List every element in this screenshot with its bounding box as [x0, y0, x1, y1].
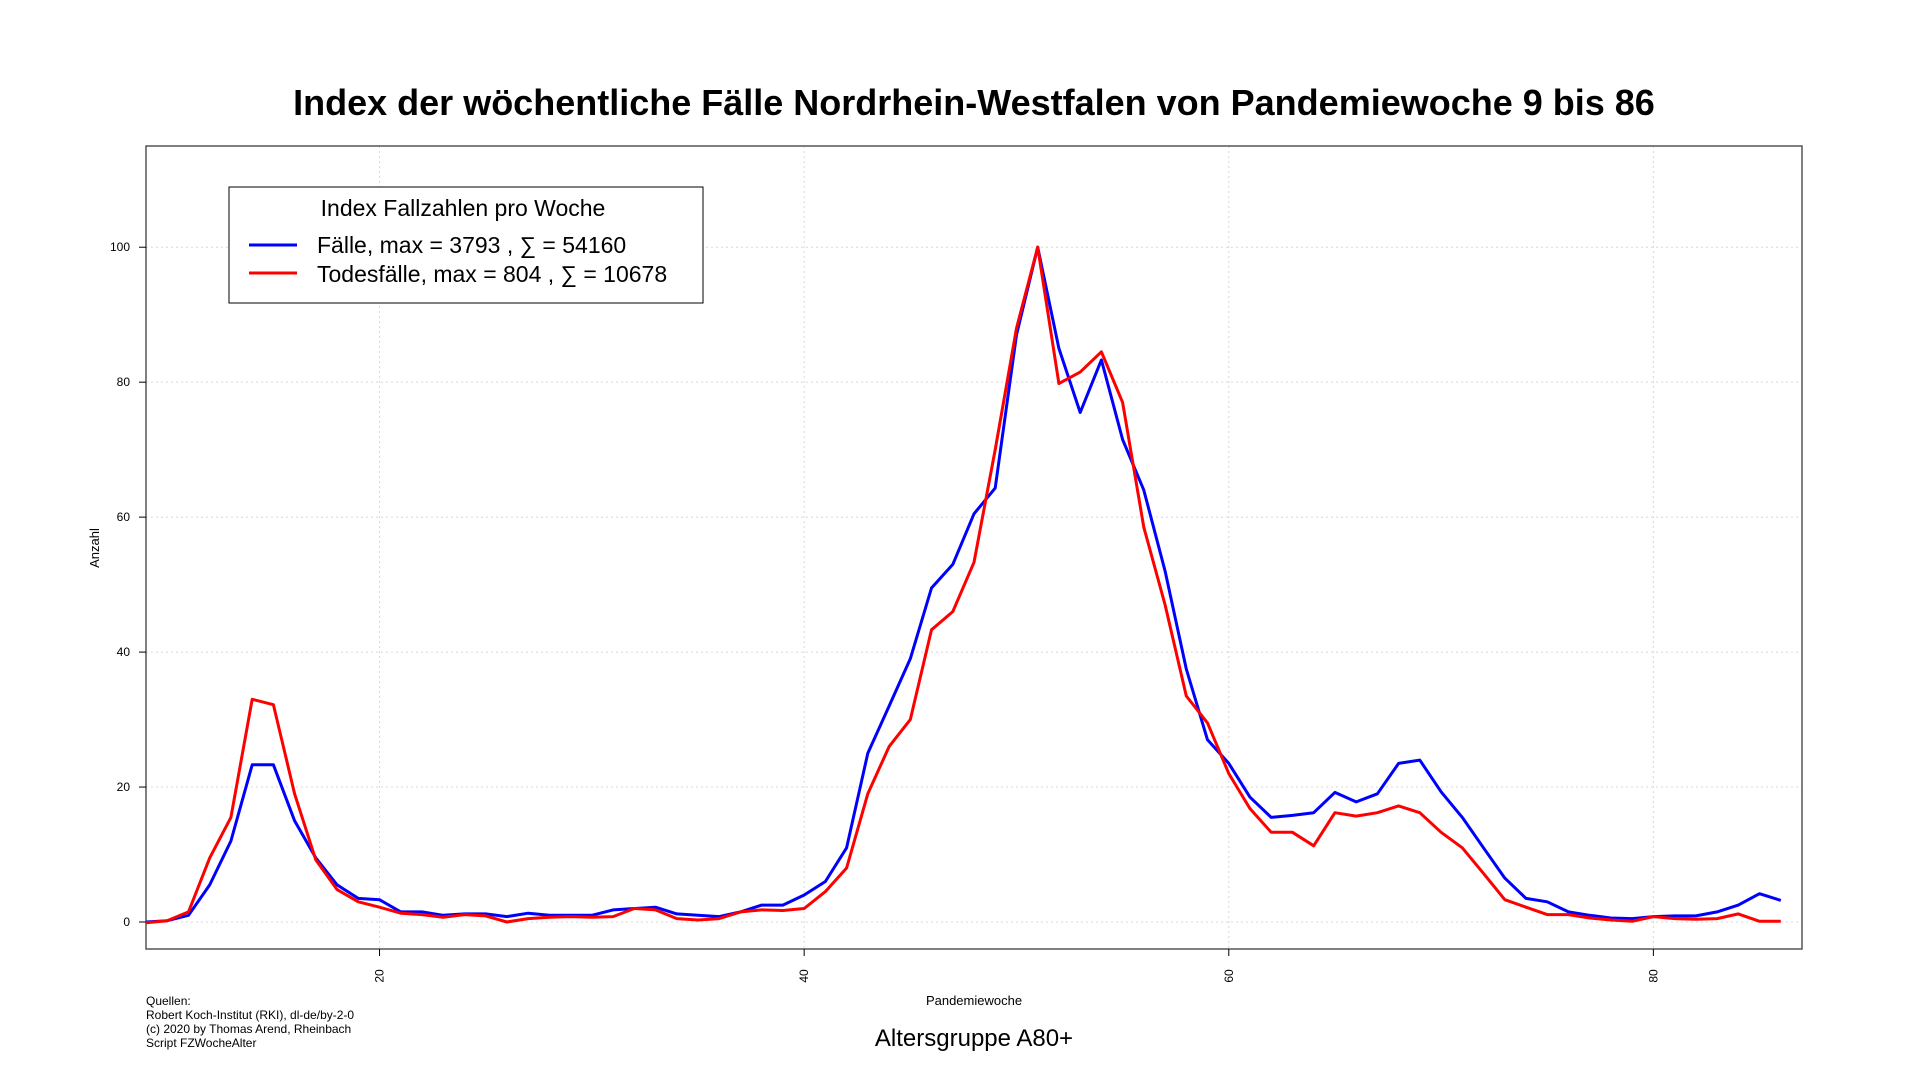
- legend-box: [228, 186, 704, 304]
- x-tick-label: 60: [1222, 969, 1236, 983]
- legend-entry-faelle: Fälle, max = 3793 , ∑ = 54160: [317, 232, 626, 258]
- series: [145, 245, 1782, 925]
- source-line-4: Script FZWocheAlter: [146, 1036, 256, 1050]
- y-tick-label: 60: [117, 510, 131, 524]
- plot-frame: [145, 145, 1803, 950]
- series-line-todesfaelle: [145, 245, 1781, 925]
- y-tick-label: 80: [117, 375, 131, 389]
- series-line-faelle: [145, 245, 1782, 924]
- x-tick-label: 40: [797, 969, 811, 983]
- x-tick-label: 20: [373, 969, 387, 983]
- legend-title: Index Fallzahlen pro Woche: [321, 195, 606, 221]
- source-line-1: Quellen:: [146, 994, 191, 1008]
- chart-subtitle: Altersgruppe A80+: [875, 1025, 1073, 1052]
- source-line-2: Robert Koch-Institut (RKI), dl-de/by-2-0: [146, 1008, 354, 1022]
- legend-entry-todesfaelle: Todesfälle, max = 804 , ∑ = 10678: [317, 261, 667, 287]
- y-tick-label: 20: [117, 780, 131, 794]
- y-tick-label: 40: [117, 645, 131, 659]
- source-notes: Quellen: Robert Koch-Institut (RKI), dl-…: [146, 994, 354, 1050]
- x-tick-label: 80: [1646, 969, 1660, 983]
- chart-title: Index der wöchentliche Fälle Nordrhein-W…: [293, 82, 1655, 123]
- x-axis-label: Pandemiewoche: [926, 993, 1022, 1008]
- axes: 0 20 40 60 80 100 20 40 60 80: [110, 240, 1660, 982]
- y-axis-label: Anzahl: [87, 528, 102, 568]
- grid: [146, 146, 1802, 949]
- source-line-3: (c) 2020 by Thomas Arend, Rheinbach: [146, 1022, 351, 1036]
- legend: Index Fallzahlen pro Woche Fälle, max = …: [228, 186, 704, 304]
- y-tick-label: 100: [110, 240, 130, 254]
- y-tick-label: 0: [123, 915, 130, 929]
